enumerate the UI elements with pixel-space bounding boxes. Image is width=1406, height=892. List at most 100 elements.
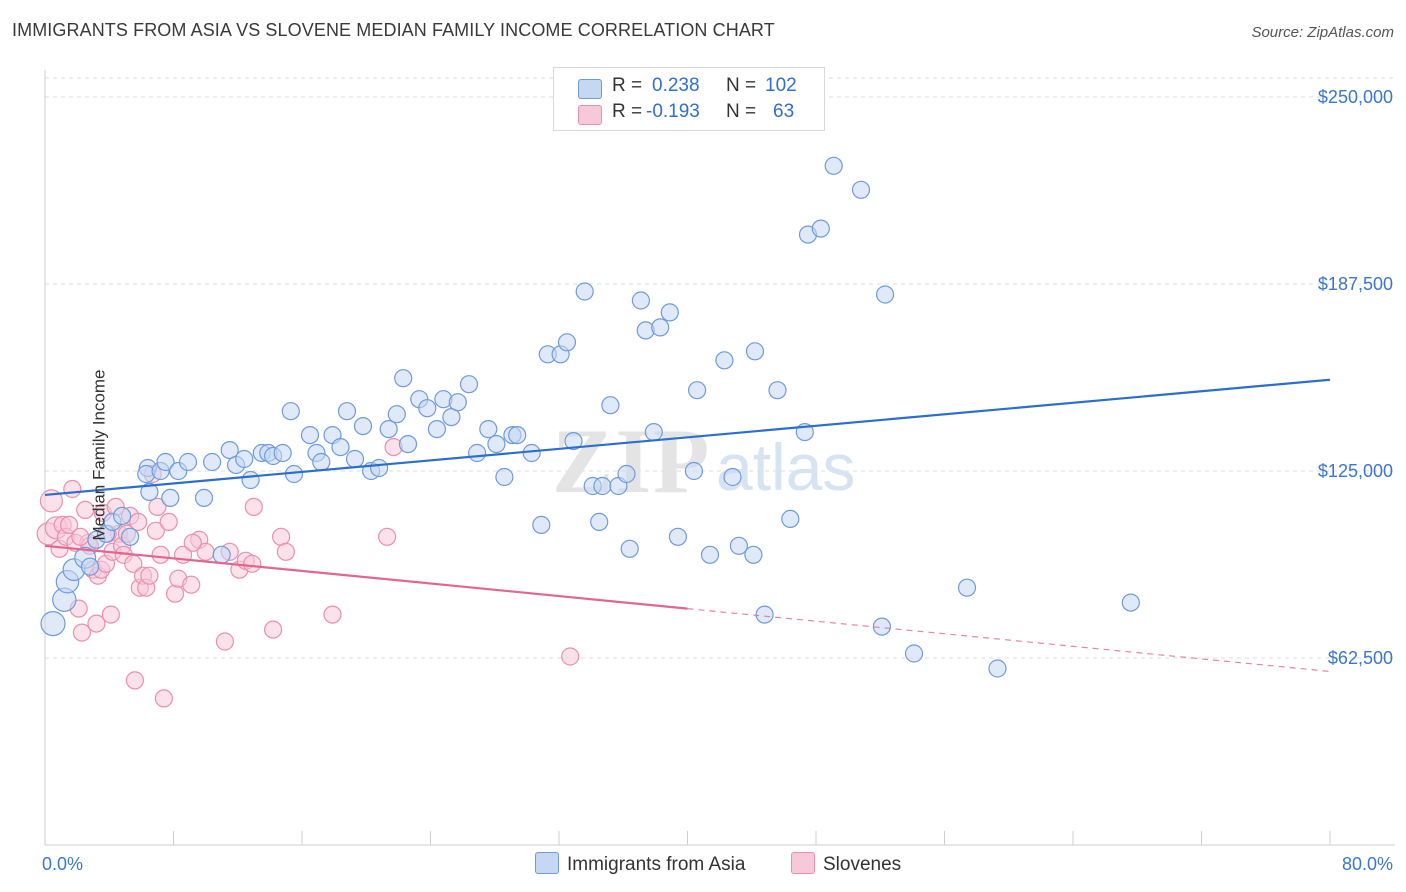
asia-point: [851, 180, 871, 199]
asia-point: [872, 617, 892, 636]
asia-point: [300, 426, 320, 445]
slovene-point: [244, 497, 263, 516]
bottom-legend-asia[interactable]: Immigrants from Asia: [535, 852, 745, 876]
y-tick-label: $125,000: [1318, 461, 1393, 481]
legend-r-label: R =: [612, 75, 643, 96]
asia-point: [700, 545, 720, 564]
asia-point: [904, 644, 924, 663]
axes: [44, 70, 1395, 846]
asia-point: [988, 659, 1007, 678]
bottom-legend-slovenes[interactable]: Slovenes: [791, 852, 901, 876]
asia-point: [156, 452, 175, 472]
legend-r-label: R =: [612, 101, 643, 122]
asia-point: [1121, 593, 1140, 612]
legend-r-value: -0.193: [646, 101, 700, 122]
x-tick-label: 0.0%: [42, 854, 83, 874]
slovene-point: [87, 614, 106, 633]
asia-point: [459, 375, 479, 394]
slovene-point: [272, 527, 291, 546]
asia-point: [281, 402, 300, 421]
asia-point: [235, 449, 254, 469]
slovene-point: [140, 566, 159, 585]
slovene-point: [215, 632, 234, 651]
asia-point: [468, 443, 487, 463]
watermark-zip: ZIP: [552, 410, 711, 512]
asia-point: [312, 452, 331, 472]
slovene-point: [166, 584, 185, 603]
asia-point: [40, 610, 66, 637]
slovene-point: [182, 575, 201, 594]
watermark: ZIP atlas: [552, 410, 855, 512]
asia-point: [768, 381, 787, 400]
asia-point: [448, 393, 467, 412]
asia-point: [394, 369, 413, 388]
asia-point: [957, 578, 977, 597]
asia-point: [241, 470, 260, 490]
asia-point: [617, 464, 636, 484]
y-tick-label: $187,500: [1318, 274, 1393, 294]
asia-point: [212, 545, 231, 564]
asia-point: [875, 285, 895, 304]
slovene-point: [63, 479, 82, 499]
bottom-legend-label-slovenes: Slovenes: [823, 854, 902, 875]
asia-point: [729, 536, 749, 555]
slovene-point: [76, 500, 95, 519]
correlation-legend: R = 0.238 N = 102 R = -0.193 N = 63: [553, 67, 825, 131]
legend-n-label: N =: [726, 101, 757, 122]
asia-point: [140, 482, 159, 501]
asia-point: [687, 381, 707, 400]
asia-point: [575, 282, 594, 301]
asia-point: [121, 527, 140, 546]
asia-point: [161, 488, 180, 507]
asia-point: [479, 420, 498, 439]
slovene-point: [154, 689, 173, 708]
asia-point: [824, 156, 843, 175]
asia-point: [178, 452, 198, 472]
slovene-point: [146, 521, 165, 540]
asia-points: [40, 156, 1140, 678]
trend-line-slovenes-extension: [687, 608, 1331, 673]
asia-point: [427, 420, 446, 439]
asia-point: [620, 539, 639, 558]
trend-lines: [44, 378, 1331, 673]
asia-point: [601, 396, 620, 415]
asia-point: [668, 527, 688, 546]
slovene-point: [71, 527, 90, 546]
asia-point: [660, 303, 679, 322]
slovene-point: [183, 533, 202, 552]
asia-point: [631, 291, 651, 310]
slovene-point: [59, 515, 79, 535]
legend-n-value: 63: [773, 101, 795, 122]
tick-labels: $62,500 $125,000 $187,500 $250,000 0.0% 80.0%: [42, 87, 1393, 874]
asia-point: [723, 467, 742, 487]
asia-point: [781, 509, 800, 529]
asia-point: [353, 417, 373, 436]
asia-point: [487, 435, 506, 454]
legend-swatch-asia: [578, 79, 602, 99]
asia-point: [387, 405, 406, 424]
legend-r-value: 0.238: [652, 75, 700, 96]
asia-point: [593, 476, 612, 496]
source-label: Source: ZipAtlas.com: [1251, 24, 1394, 41]
asia-point: [345, 449, 365, 469]
asia-point: [379, 420, 398, 439]
slovene-point: [264, 620, 283, 639]
watermark-atlas: atlas: [716, 430, 855, 504]
asia-point: [744, 545, 763, 564]
legend-swatch-slovenes: [578, 105, 602, 125]
asia-point: [508, 426, 527, 445]
chart-title: IMMIGRANTS FROM ASIA VS SLOVENE MEDIAN F…: [12, 20, 775, 40]
bottom-legend-swatch-slovenes: [791, 852, 815, 874]
asia-point: [651, 318, 670, 337]
asia-point: [715, 351, 734, 370]
asia-point: [112, 506, 132, 526]
asia-point: [80, 557, 100, 576]
slovene-point: [129, 512, 148, 532]
bottom-legend-label-asia: Immigrants from Asia: [567, 854, 746, 875]
slovene-point: [72, 623, 92, 642]
asia-point: [495, 467, 514, 487]
asia-point: [532, 515, 551, 535]
slovenes-points: [36, 438, 580, 708]
bottom-legend-swatch-asia: [535, 852, 559, 874]
